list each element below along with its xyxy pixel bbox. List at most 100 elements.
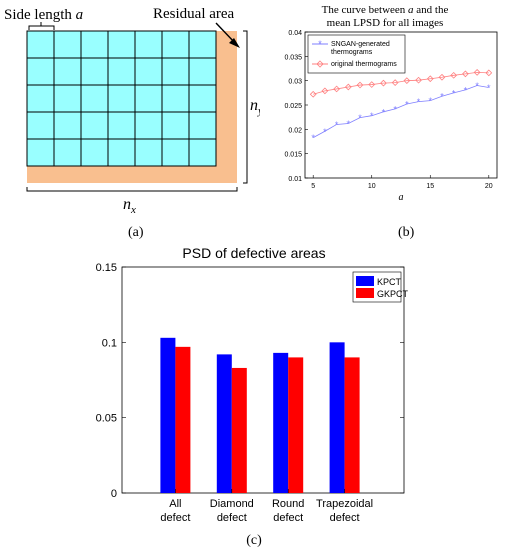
bar-gkpct bbox=[231, 367, 247, 493]
ny-label: ny bbox=[250, 97, 260, 117]
data-point-sngan: * bbox=[323, 127, 327, 137]
data-point-original bbox=[333, 85, 340, 93]
chart-c-y-ticks: 0 0.05 0.1 0.15 bbox=[96, 262, 404, 500]
nx-bracket bbox=[26, 187, 238, 192]
x-tick-label: 20 bbox=[485, 183, 493, 190]
x-tick-label: Round bbox=[272, 498, 304, 510]
data-point-original bbox=[356, 81, 364, 89]
series-line-sngan bbox=[313, 85, 489, 138]
data-point-sngan: * bbox=[311, 133, 315, 143]
bar-kpct bbox=[160, 337, 176, 493]
side-length-brace bbox=[28, 22, 55, 30]
chart-b-legend: * SNGAN-generated thermograms original t… bbox=[307, 34, 406, 74]
chart-b-title-line1: The curve between a and the bbox=[322, 4, 449, 16]
legend-label-original: original thermograms bbox=[331, 61, 397, 68]
data-point-original bbox=[309, 90, 317, 98]
data-point-original bbox=[426, 75, 434, 83]
data-point-original bbox=[450, 71, 458, 79]
data-point-original bbox=[462, 70, 469, 78]
legend-marker-sngan: * bbox=[318, 39, 322, 49]
x-tick-label: defect bbox=[217, 512, 247, 524]
data-point-sngan: * bbox=[382, 107, 386, 117]
data-point-original bbox=[344, 83, 352, 91]
bar-gkpct bbox=[344, 357, 360, 493]
legend-label-sngan: SNGAN-generated bbox=[331, 41, 390, 48]
x-tick-label: 10 bbox=[368, 183, 376, 190]
legend-swatch-kpct bbox=[356, 276, 374, 286]
ny-bracket bbox=[243, 30, 248, 184]
x-tick-label: Diamond bbox=[210, 498, 254, 510]
chart-b-x-axis-label: a bbox=[399, 192, 404, 203]
y-tick-label: 0 bbox=[111, 488, 117, 500]
data-point-original bbox=[403, 77, 411, 85]
x-tick-label: defect bbox=[160, 512, 190, 524]
y-tick-label: 0.04 bbox=[288, 30, 302, 37]
residual-area-label: Residual area bbox=[153, 6, 235, 22]
data-point-sngan: * bbox=[464, 85, 468, 95]
data-point-original bbox=[321, 87, 329, 95]
data-point-original bbox=[415, 76, 422, 84]
data-point-sngan: * bbox=[475, 81, 479, 91]
y-tick-label: 0.035 bbox=[284, 54, 302, 61]
legend-label-kpct: KPCT bbox=[377, 277, 402, 287]
data-point-sngan: * bbox=[393, 104, 397, 114]
chart-c-legend: KPCT GKPCT bbox=[352, 271, 409, 303]
y-tick-label: 0.15 bbox=[96, 262, 117, 274]
chart-c-x-labels: All defect Diamond defect Round defect Trapezo… bbox=[160, 489, 373, 524]
bar-kpct bbox=[329, 342, 345, 493]
chart-c-bars bbox=[160, 337, 360, 493]
data-point-sngan: * bbox=[429, 96, 433, 106]
chart-b-x-ticks: 5 10 15 20 bbox=[311, 175, 493, 190]
caption-b: (b) bbox=[398, 225, 415, 240]
data-point-sngan: * bbox=[487, 83, 491, 93]
caption-a: (a) bbox=[128, 225, 144, 240]
bar-kpct bbox=[273, 352, 289, 493]
data-point-sngan: * bbox=[335, 120, 339, 130]
x-tick-label: defect bbox=[273, 512, 303, 524]
series-line-original bbox=[313, 71, 489, 95]
grid-cell-area bbox=[26, 30, 217, 167]
x-tick-label: All bbox=[169, 498, 181, 510]
bar-gkpct bbox=[175, 346, 191, 493]
grid-diagram-panel: Side length a Residual area ny nx (a) bbox=[4, 6, 260, 240]
data-point-original bbox=[368, 81, 376, 88]
data-point-original bbox=[380, 79, 387, 87]
data-point-sngan: * bbox=[417, 97, 421, 107]
bar-gkpct bbox=[288, 357, 304, 493]
x-tick-label: Trapezoidal bbox=[316, 498, 373, 510]
data-point-sngan: * bbox=[358, 113, 362, 123]
chart-c-title: PSD of defective areas bbox=[182, 248, 325, 261]
data-point-sngan: * bbox=[347, 119, 351, 129]
chart-b-title-line2: mean LPSD for all images bbox=[327, 17, 444, 29]
grid-cells bbox=[26, 30, 217, 167]
residual-arrow-head bbox=[229, 38, 240, 48]
y-tick-label: 0.015 bbox=[284, 152, 302, 159]
y-tick-label: 0.05 bbox=[96, 413, 117, 425]
psd-bar-chart: PSD of defective areas 0 0.05 0.1 0.15 All d… bbox=[96, 248, 409, 548]
legend-label-gkpct: GKPCT bbox=[377, 289, 409, 299]
data-point-sngan: * bbox=[440, 92, 444, 102]
data-point-sngan: * bbox=[452, 88, 456, 98]
data-point-original bbox=[473, 69, 481, 76]
chart-b-y-ticks: 0.01 0.015 0.02 0.025 0.03 0.035 0.04 bbox=[284, 30, 308, 183]
x-tick-label: 15 bbox=[426, 183, 434, 190]
data-point-original bbox=[485, 69, 493, 77]
nx-label: nx bbox=[123, 196, 136, 216]
data-point-sngan: * bbox=[370, 111, 374, 121]
bar-kpct bbox=[216, 354, 232, 493]
caption-c: (c) bbox=[246, 533, 262, 548]
x-tick-label: 5 bbox=[311, 183, 315, 190]
y-tick-label: 0.1 bbox=[102, 337, 117, 349]
data-point-original bbox=[391, 79, 399, 86]
chart-b-legend-box bbox=[307, 34, 406, 74]
y-tick-label: 0.01 bbox=[288, 176, 302, 183]
legend-label-sngan-line2: thermograms bbox=[331, 49, 373, 56]
data-point-sngan: * bbox=[405, 100, 409, 110]
x-tick-label: defect bbox=[330, 512, 360, 524]
data-point-original bbox=[438, 73, 446, 81]
y-tick-label: 0.03 bbox=[288, 79, 302, 86]
side-length-label: Side length a bbox=[4, 7, 83, 23]
legend-swatch-gkpct bbox=[356, 288, 374, 298]
y-tick-label: 0.02 bbox=[288, 127, 302, 134]
lpsd-curve-chart: The curve between a and the mean LPSD fo… bbox=[284, 4, 498, 240]
